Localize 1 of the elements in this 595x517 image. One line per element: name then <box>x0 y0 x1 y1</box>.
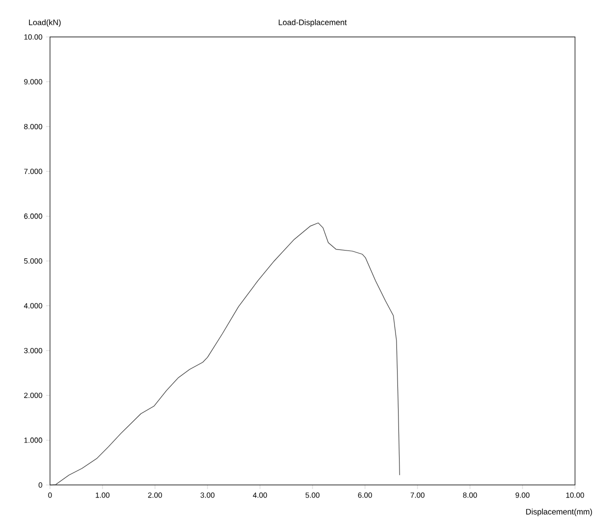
line-series <box>50 222 400 486</box>
